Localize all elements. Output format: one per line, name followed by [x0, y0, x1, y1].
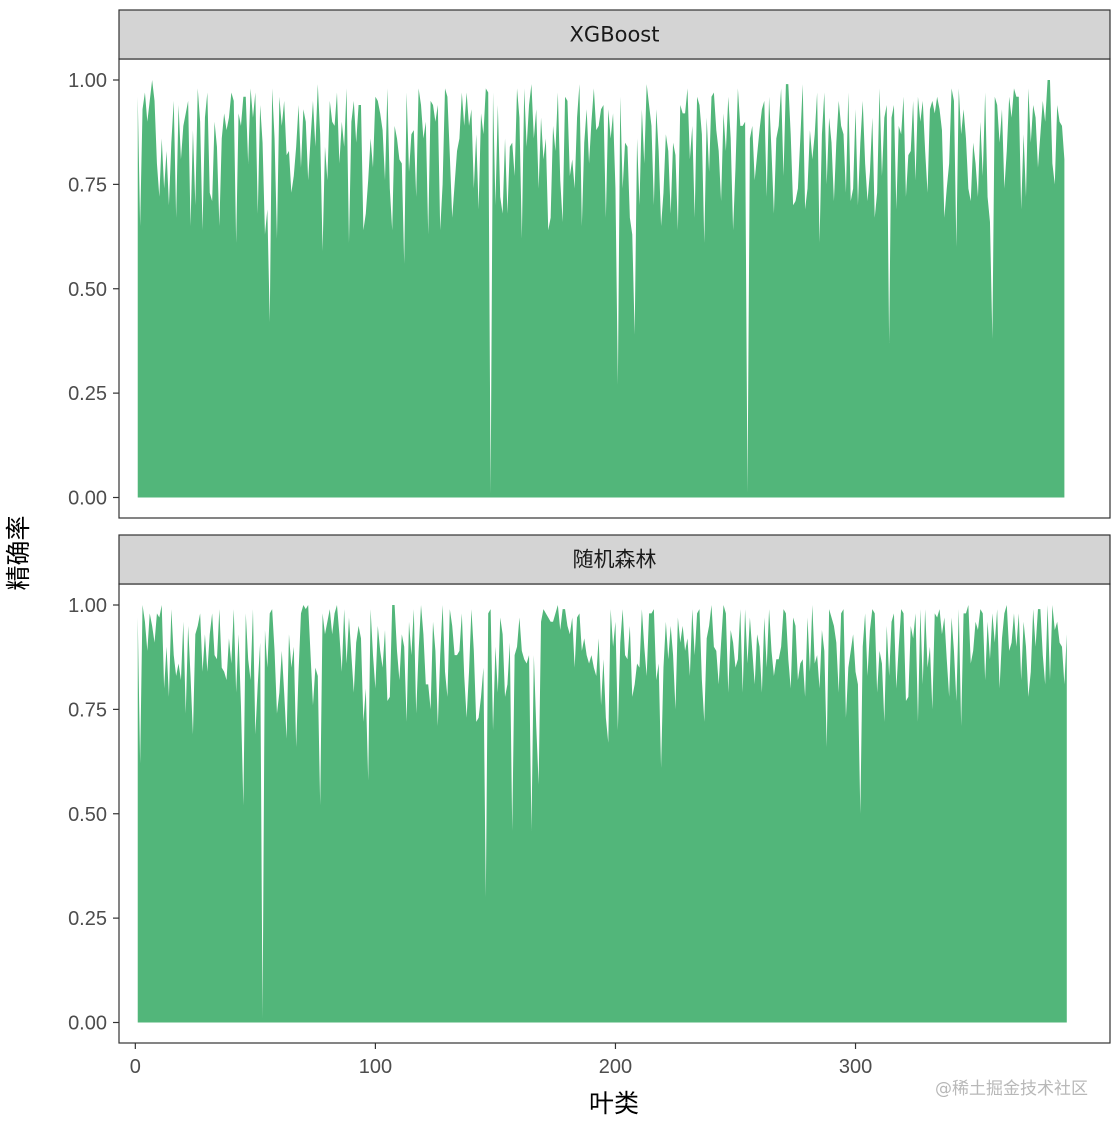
- x-tick-label: 0: [130, 1056, 141, 1078]
- y-tick-label: 0.75: [68, 699, 107, 721]
- facet-panel: XGBoost 0.00 0.25 0.50 0.75 1.00: [68, 9, 1111, 519]
- facet-strip: [118, 534, 1111, 585]
- facet-strip-title: 随机森林: [573, 548, 657, 572]
- y-tick-label: 0.25: [68, 908, 107, 930]
- area-series: [137, 80, 1065, 498]
- facet-panels: XGBoost 0.00 0.25 0.50 0.75 1.00 随机森林 0.00 0.25 0…: [68, 9, 1111, 1044]
- y-tick-label: 1.00: [68, 70, 107, 92]
- x-axis-title: 叶类: [589, 1089, 639, 1118]
- facet-strip-title: XGBoost: [570, 23, 660, 47]
- facet-strip: [118, 9, 1111, 60]
- y-axis-title: 精确率: [4, 515, 33, 590]
- y-tick-label: 0.75: [68, 174, 107, 196]
- x-tick-label: 300: [839, 1056, 872, 1078]
- y-tick-label: 0.50: [68, 279, 107, 301]
- y-tick-label: 0.50: [68, 804, 107, 826]
- y-tick-label: 1.00: [68, 595, 107, 617]
- y-tick-label: 0.00: [68, 1013, 107, 1035]
- x-tick-label: 100: [359, 1056, 392, 1078]
- watermark-text: @稀土掘金技术社区: [935, 1079, 1088, 1099]
- y-tick-label: 0.00: [68, 488, 107, 510]
- facet-panel: 随机森林 0.00 0.25 0.50 0.75 1.00: [68, 534, 1111, 1044]
- area-series: [137, 605, 1067, 1023]
- y-tick-label: 0.25: [68, 383, 107, 405]
- x-tick-label: 200: [599, 1056, 632, 1078]
- x-axis: 0 100 200 300: [130, 1043, 872, 1078]
